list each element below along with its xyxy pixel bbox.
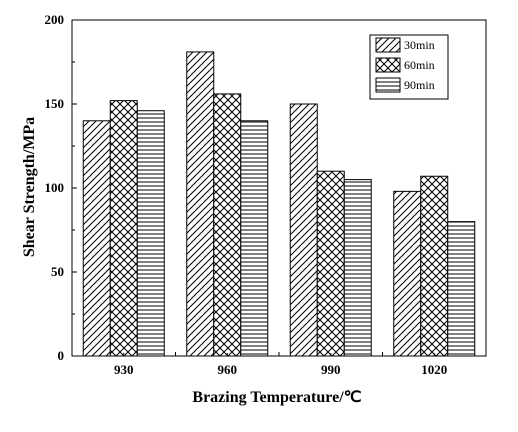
x-axis-title: Brazing Temperature/℃ bbox=[192, 389, 361, 406]
bar-90min-990 bbox=[343, 179, 372, 357]
legend-swatch-60min bbox=[375, 57, 401, 73]
x-tick-label: 960 bbox=[218, 362, 238, 377]
axes-layer bbox=[71, 19, 487, 357]
y-axis-title: Shear Strength/MPa bbox=[21, 117, 38, 257]
x-tick-label: 1020 bbox=[421, 362, 447, 377]
legend-label-30min: 30min bbox=[404, 38, 435, 52]
y-tick-label: 200 bbox=[45, 12, 65, 27]
y-tick-label: 50 bbox=[51, 264, 64, 279]
bar-90min-1020 bbox=[447, 221, 476, 357]
y-tick-label: 150 bbox=[45, 96, 65, 111]
bar-60min-1020 bbox=[420, 175, 449, 357]
bar-60min-990 bbox=[316, 170, 345, 357]
bars-layer bbox=[82, 51, 476, 357]
legend-swatch-30min bbox=[375, 37, 401, 53]
labels-layer: 0 50 100 150 200 930 960 990 1020 bbox=[45, 12, 448, 377]
bar-30min-930 bbox=[82, 120, 111, 357]
y-tick-label: 100 bbox=[45, 180, 65, 195]
legend-swatch-90min bbox=[375, 77, 401, 93]
bar-30min-960 bbox=[186, 51, 215, 357]
bar-60min-960 bbox=[213, 93, 242, 357]
bar-90min-930 bbox=[136, 110, 165, 357]
legend-label-90min: 90min bbox=[404, 78, 435, 92]
legend-label-60min: 60min bbox=[404, 58, 435, 72]
bar-30min-1020 bbox=[393, 190, 422, 357]
x-tick-label: 930 bbox=[114, 362, 134, 377]
bar-60min-930 bbox=[109, 100, 138, 357]
x-tick-label: 990 bbox=[321, 362, 341, 377]
y-tick-label: 0 bbox=[58, 348, 65, 363]
bar-90min-960 bbox=[240, 120, 269, 357]
bar-30min-990 bbox=[289, 103, 318, 357]
legend: 30min 60min 90min bbox=[369, 34, 449, 100]
